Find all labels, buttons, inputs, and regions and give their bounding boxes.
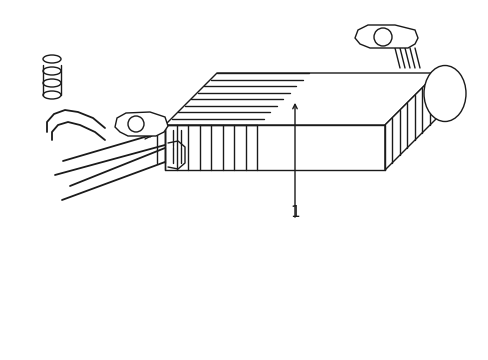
Circle shape	[373, 28, 391, 46]
Polygon shape	[164, 125, 384, 170]
Polygon shape	[115, 112, 168, 136]
Text: 1: 1	[289, 204, 299, 220]
Ellipse shape	[423, 66, 465, 122]
Ellipse shape	[43, 55, 61, 63]
Ellipse shape	[43, 91, 61, 99]
Polygon shape	[354, 25, 417, 48]
Circle shape	[128, 116, 143, 132]
Polygon shape	[164, 73, 436, 125]
Ellipse shape	[43, 79, 61, 87]
Polygon shape	[384, 73, 436, 170]
Ellipse shape	[43, 67, 61, 75]
